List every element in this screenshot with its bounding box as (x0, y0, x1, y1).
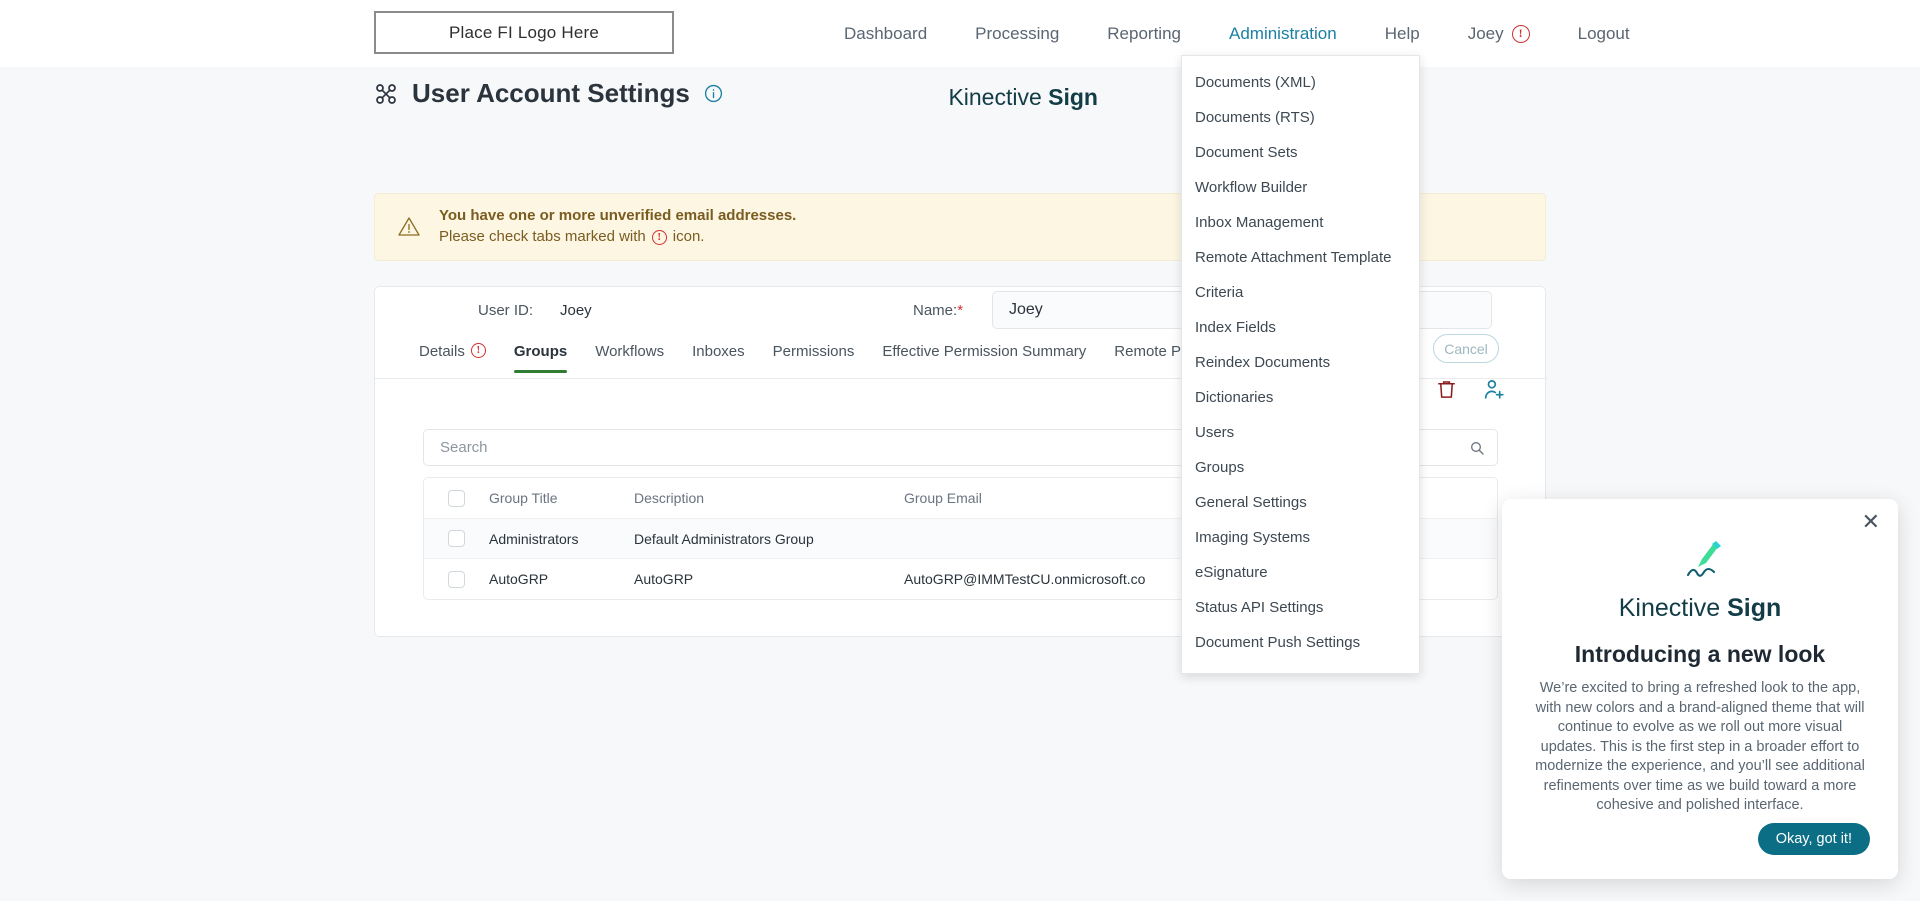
popup-brand-title: Kinective Sign (1502, 594, 1898, 623)
column-header-group-title[interactable]: Group Title (489, 490, 558, 506)
warning-triangle-icon (397, 215, 421, 239)
app-brand-title: Kinective Sign (948, 84, 1098, 111)
top-bar (0, 0, 1920, 67)
nav-item-administration[interactable]: Administration (1229, 24, 1337, 43)
menu-item-index-fields[interactable]: Index Fields (1195, 319, 1276, 336)
tab-label: Details (419, 343, 465, 360)
name-label: Name:* (913, 302, 963, 319)
pen-signature-icon (1502, 539, 1898, 585)
okay-got-it-button[interactable]: Okay, got it! (1757, 823, 1870, 855)
menu-item-workflow-builder[interactable]: Workflow Builder (1195, 179, 1308, 196)
menu-item-groups[interactable]: Groups (1195, 459, 1245, 476)
table-row[interactable]: AutoGRP AutoGRP AutoGRP@IMMTestCU.onmicr… (424, 559, 1497, 599)
tab-details[interactable]: Details ! (405, 334, 500, 379)
main-navigation: Dashboard Processing Reporting Administr… (820, 0, 1654, 67)
tab-groups[interactable]: Groups (500, 334, 581, 379)
menu-item-imaging-systems[interactable]: Imaging Systems (1195, 529, 1311, 546)
tab-inboxes[interactable]: Inboxes (678, 334, 759, 379)
info-icon[interactable] (704, 84, 723, 103)
menu-item-document-push-settings[interactable]: Document Push Settings (1195, 634, 1361, 651)
banner-subline-prefix: Please check tabs marked with (439, 228, 646, 245)
cell-group-title: AutoGRP (489, 571, 549, 587)
name-label-text: Name: (913, 302, 958, 319)
alert-exclamation-icon: ! (1511, 24, 1530, 43)
nav-item-logout[interactable]: Logout (1577, 24, 1630, 43)
user-id-value: Joey (560, 302, 592, 319)
cell-group-title: Administrators (489, 530, 579, 547)
app-brand-prefix: Kinective (948, 84, 1049, 110)
menu-item-users[interactable]: Users (1195, 424, 1235, 441)
page-title: User Account Settings (412, 78, 690, 108)
tab-label: Groups (513, 343, 568, 360)
menu-item-reindex-documents[interactable]: Reindex Documents (1195, 354, 1331, 371)
required-marker: * (957, 302, 964, 319)
cell-description: Default Administrators Group (634, 530, 814, 547)
cell-description: AutoGRP (634, 571, 694, 587)
new-look-announcement-popup: ✕ Kinective Sign Introducing a new look … (1502, 499, 1898, 879)
row-select-cell[interactable] (424, 530, 489, 547)
user-name-label: Joey (1467, 24, 1504, 43)
select-all-cell[interactable] (424, 489, 489, 507)
tab-label: Inboxes (692, 343, 745, 360)
fi-logo-placeholder: Place FI Logo Here (374, 11, 674, 54)
user-id-label: User ID: (478, 302, 534, 319)
app-brand-bold: Sign (1048, 84, 1098, 110)
cancel-button[interactable]: Cancel (1433, 334, 1499, 363)
menu-item-general-settings[interactable]: General Settings (1195, 494, 1307, 511)
row-checkbox[interactable] (448, 530, 465, 547)
menu-item-esignature[interactable]: eSignature (1195, 564, 1268, 581)
nav-item-processing[interactable]: Processing (975, 24, 1060, 43)
popup-heading: Introducing a new look (1574, 641, 1826, 667)
administration-dropdown-menu: Documents (XML) Documents (RTS) Document… (1181, 55, 1420, 674)
banner-subline-suffix: icon. (672, 228, 705, 245)
nav-item-help[interactable]: Help (1384, 24, 1420, 43)
gear-icon (374, 82, 398, 106)
fi-logo-label: Place FI Logo Here (448, 22, 600, 42)
nav-item-dashboard[interactable]: Dashboard (844, 24, 928, 43)
table-header-row: Group Title Description Group Email (424, 478, 1497, 519)
menu-item-criteria[interactable]: Criteria (1195, 284, 1244, 301)
tab-workflows[interactable]: Workflows (581, 334, 678, 379)
row-select-cell[interactable] (424, 570, 489, 588)
banner-subline: Please check tabs marked with ! icon. (439, 226, 796, 248)
nav-item-user-menu[interactable]: Joey ! (1444, 0, 1554, 67)
tab-permissions[interactable]: Permissions (759, 334, 869, 379)
menu-item-documents-xml[interactable]: Documents (XML) (1195, 74, 1316, 91)
popup-brand-prefix: Kinective (1618, 594, 1728, 622)
tab-effective-permission-summary[interactable]: Effective Permission Summary (868, 334, 1100, 379)
menu-item-document-sets[interactable]: Document Sets (1195, 144, 1298, 161)
tab-label: Workflows (595, 343, 665, 360)
column-header-description[interactable]: Description (634, 490, 705, 506)
menu-item-status-api-settings[interactable]: Status API Settings (1195, 599, 1324, 616)
row-action-group (1435, 377, 1507, 407)
menu-item-documents-rts[interactable]: Documents (RTS) (1195, 109, 1315, 126)
menu-item-remote-attachment-template[interactable]: Remote Attachment Template (1195, 249, 1392, 266)
alert-exclamation-icon: ! (651, 229, 667, 245)
popup-brand-bold: Sign (1727, 594, 1782, 622)
tab-label: Permissions (772, 343, 855, 360)
menu-item-dictionaries[interactable]: Dictionaries (1195, 389, 1274, 406)
select-all-checkbox[interactable] (448, 489, 465, 507)
cell-group-email: AutoGRP@IMMTestCU.onmicrosoft.co (904, 571, 1146, 587)
tab-label: Effective Permission Summary (882, 343, 1087, 360)
nav-item-reporting[interactable]: Reporting (1107, 24, 1181, 43)
page-header: User Account Settings (374, 78, 723, 109)
close-icon[interactable]: ✕ (1861, 509, 1880, 534)
menu-item-inbox-management[interactable]: Inbox Management (1195, 214, 1324, 231)
banner-headline: You have one or more unverified email ad… (439, 207, 797, 224)
trash-icon[interactable] (1435, 378, 1458, 406)
alert-exclamation-icon: ! (470, 343, 486, 358)
row-checkbox[interactable] (448, 570, 465, 588)
popup-body-text: We’re excited to bring a refreshed look … (1535, 680, 1865, 813)
column-header-group-email[interactable]: Group Email (904, 490, 982, 506)
search-icon[interactable] (1469, 440, 1485, 456)
add-user-icon[interactable] (1482, 377, 1507, 407)
